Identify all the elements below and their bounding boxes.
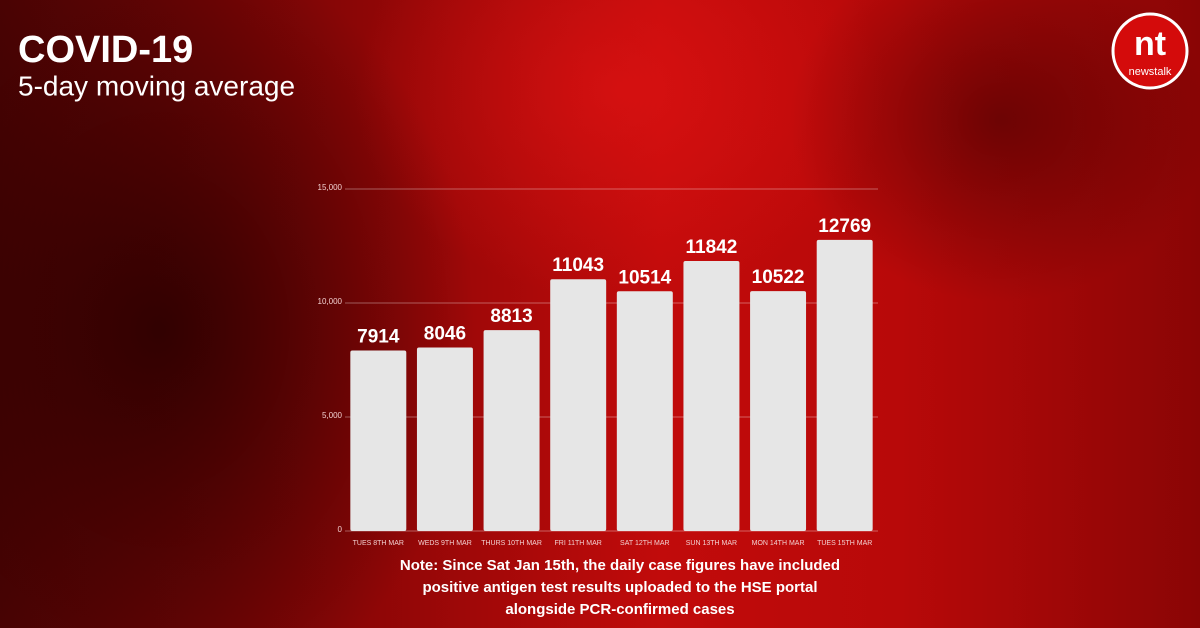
chart-title: COVID-19	[18, 29, 193, 71]
x-tick-label: TUES 15TH MAR	[817, 540, 872, 547]
logo: nt newstalk	[1111, 12, 1189, 90]
x-tick-label: SUN 13TH MAR	[686, 540, 737, 547]
bar	[350, 350, 407, 531]
x-tick-label: WEDS 9TH MAR	[418, 540, 472, 547]
logo-mark: nt	[1134, 25, 1166, 63]
note-line: Note: Since Sat Jan 15th, the daily case…	[400, 557, 840, 574]
bar	[616, 291, 673, 531]
x-tick-label: TUES 8TH MAR	[353, 540, 404, 547]
x-tick-label: SAT 12TH MAR	[620, 540, 670, 547]
value-label: 8813	[490, 306, 532, 327]
y-tick-label: 10,000	[318, 297, 343, 306]
bar	[750, 291, 807, 531]
y-tick-label: 15,000	[318, 183, 343, 192]
value-label: 12769	[818, 216, 871, 237]
logo-name: newstalk	[1129, 66, 1172, 78]
chart-subtitle: 5-day moving average	[18, 70, 295, 101]
value-label: 11043	[552, 255, 604, 276]
x-tick-label: THURS 10TH MAR	[481, 540, 542, 547]
value-label: 11842	[686, 237, 738, 258]
y-tick-label: 5,000	[322, 411, 343, 420]
x-tick-label: MON 14TH MAR	[752, 540, 805, 547]
note-line: alongside PCR-confirmed cases	[505, 601, 734, 618]
note-line: positive antigen test results uploaded t…	[422, 579, 817, 596]
x-tick-label: FRI 11TH MAR	[555, 540, 602, 547]
value-label: 8046	[424, 324, 466, 345]
bar	[483, 330, 540, 531]
logo-circle	[1111, 12, 1189, 90]
value-label: 7914	[357, 327, 400, 348]
value-label: 10514	[618, 267, 671, 288]
y-tick-label: 0	[338, 525, 343, 534]
bar	[416, 347, 473, 531]
bar	[683, 261, 740, 531]
bar	[550, 279, 607, 531]
bar	[816, 239, 873, 531]
value-label: 10522	[752, 267, 805, 288]
